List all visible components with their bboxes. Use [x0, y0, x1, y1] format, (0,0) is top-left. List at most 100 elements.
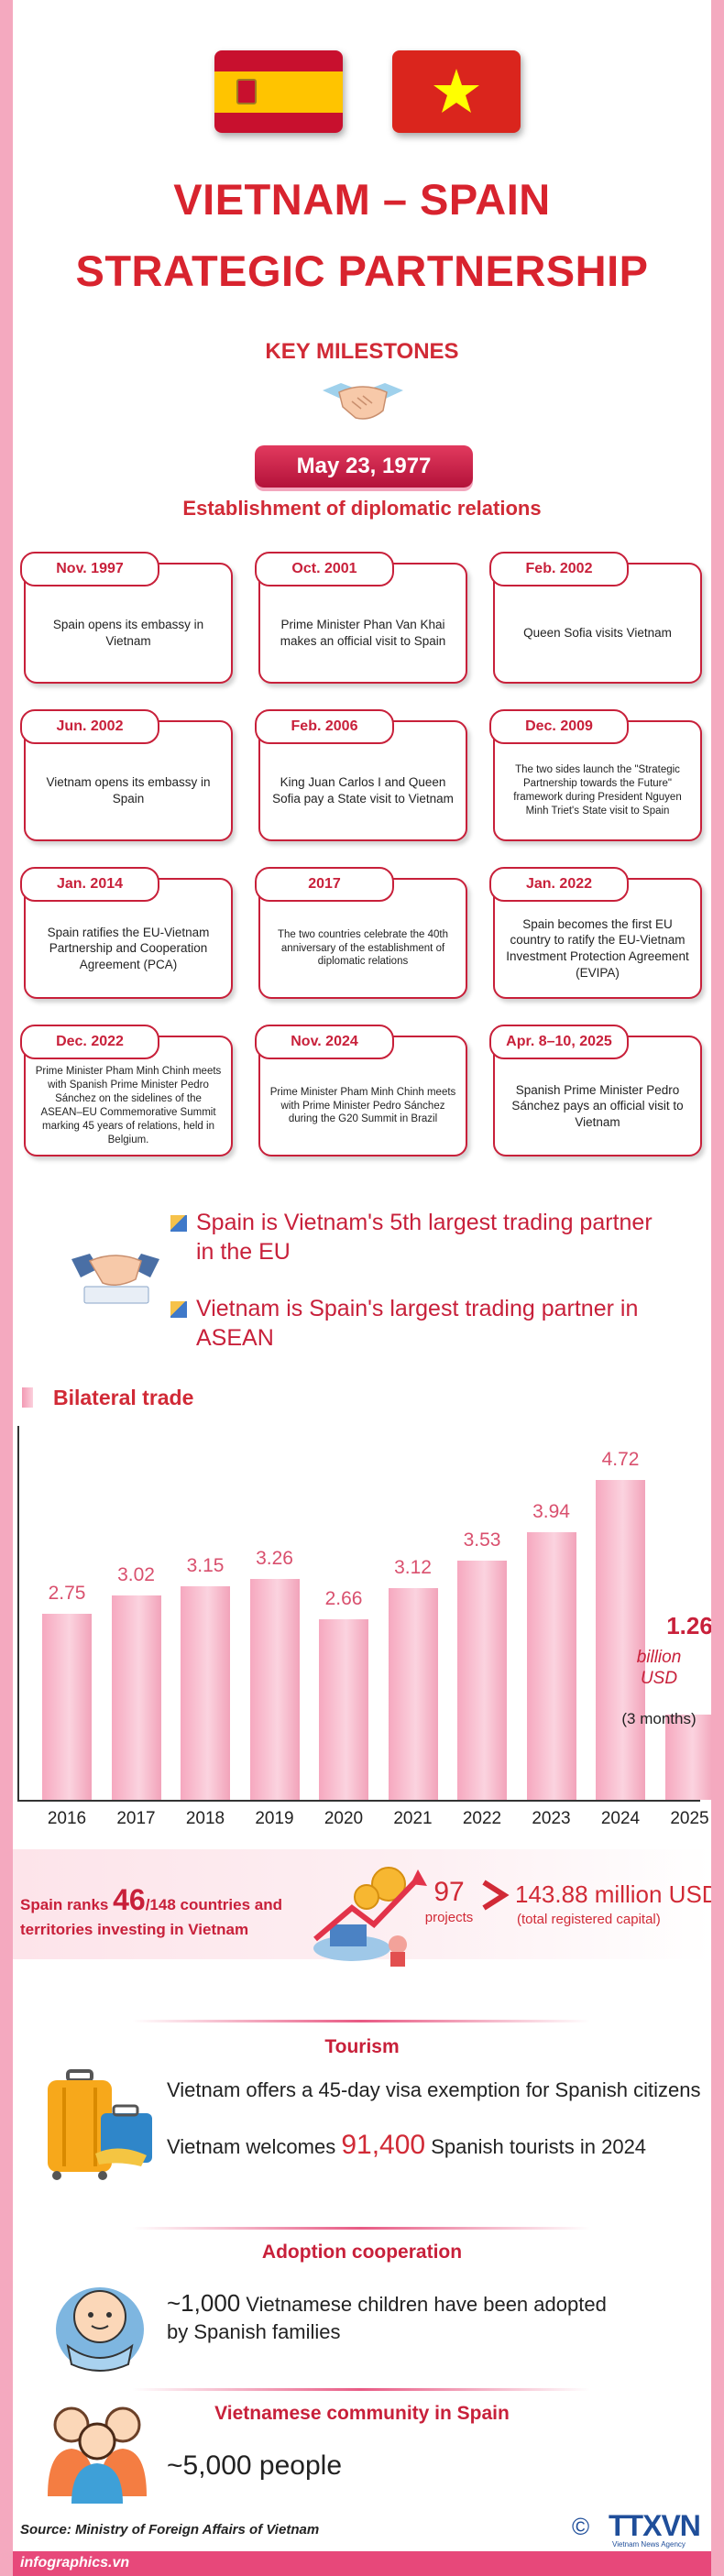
community-value: ~5,000 people: [167, 2450, 343, 2481]
chart-data-label: 2.75: [48, 1582, 86, 1604]
capital-value: 143.88 million USD: [515, 1880, 711, 1909]
community-divider: [132, 2388, 590, 2391]
milestone-card: Dec. 2009 The two sides launch the "Strat…: [489, 709, 702, 841]
chart-bar: [388, 1588, 438, 1800]
milestone-card: Nov. 2024 Prime Minister Pham Minh Chinh …: [255, 1025, 467, 1156]
chart-bar: [526, 1532, 576, 1800]
capital-unit: million USD: [587, 1880, 711, 1908]
tourism-title: Tourism: [324, 2036, 400, 2057]
chart-tick-label: 2021: [393, 1809, 433, 1828]
tourism-divider: [132, 2020, 590, 2022]
ttxvn-logo-sub: Vietnam News Agency: [612, 2540, 686, 2549]
investment-rank: Spain ranks 46/148 countries and territo…: [20, 1880, 332, 1941]
adoption-line1: ~1,000 Vietnamese children have been ado…: [167, 2289, 708, 2318]
milestone-card: Feb. 2002 Queen Sofia visits Vietnam: [489, 552, 702, 684]
spain-flag-icon: [214, 50, 343, 133]
chart-bar: [664, 1714, 711, 1800]
milestone-text: Vietnam opens its embassy in Spain: [46, 775, 211, 806]
chart-data-label: 3.02: [117, 1563, 155, 1585]
chart-bar: [319, 1619, 368, 1800]
trade-handshake-icon: [66, 1241, 165, 1314]
milestone-card: Feb. 2006 King Juan Carlos I and Queen So…: [255, 709, 467, 841]
chart-bar: [42, 1613, 92, 1800]
luggage-icon: [31, 2066, 159, 2183]
baby-icon: [49, 2275, 150, 2375]
capital-note: (total registered capital): [517, 1912, 661, 1927]
milestone-card: Nov. 1997 Spain opens its embassy in Viet…: [20, 552, 233, 684]
trade-bullet-icon: [170, 1215, 187, 1232]
projects-label: projects: [424, 1910, 474, 1925]
chart-bar: [181, 1585, 230, 1800]
key-milestones-heading: KEY MILESTONES: [265, 339, 459, 364]
bilateral-trade-chart: 2.75 2016 3.02 2017 3.15 2018 3.26 2019 2.66 2020…: [13, 1420, 711, 1842]
infographic-page: VIETNAM – SPAIN STRATEGIC PARTNERSHIP KE…: [13, 0, 711, 2576]
milestone-card: Jan. 2014 Spain ratifies the EU-Vietnam P…: [20, 867, 233, 999]
last-value-unit-line2: USD: [640, 1668, 678, 1688]
milestone-card: Apr. 8–10, 2025 Spanish Prime Minister Pe…: [489, 1025, 702, 1156]
chart-data-label: 3.94: [532, 1501, 570, 1523]
milestone-date: Nov. 2024: [255, 1025, 394, 1059]
chart-data-label: 4.72: [601, 1448, 640, 1470]
rank-value: 46: [113, 1883, 146, 1916]
milestone-date: Feb. 2002: [489, 552, 629, 586]
trade-bullet-icon: [170, 1301, 187, 1318]
last-category-note: (3 months): [621, 1710, 697, 1727]
adoption-title: Adoption cooperation: [261, 2242, 463, 2263]
visitors-value: 91,400: [341, 2130, 426, 2160]
milestone-card: Dec. 2022 Prime Minister Pham Minh Chinh …: [20, 1025, 233, 1156]
capital-number: 143.88: [515, 1880, 588, 1908]
adoption-line2: by Spanish families: [167, 2320, 341, 2343]
page-title-line1: VIETNAM – SPAIN: [173, 175, 551, 224]
milestone-text: Spain ratifies the EU-Vietnam Partnershi…: [47, 925, 210, 971]
chart-bar: [596, 1479, 645, 1800]
milestone-date: Jan. 2022: [489, 867, 629, 902]
chart-title-marker-icon: [22, 1387, 33, 1408]
chart-data-label: 3.26: [256, 1547, 293, 1569]
milestone-date: 2017: [255, 867, 394, 902]
projects-count: 97: [433, 1877, 465, 1907]
footer-bar: infographics.vn: [13, 2551, 711, 2576]
last-value-unit: billion USD: [618, 1648, 700, 1690]
handshake-icon: [319, 374, 407, 427]
rank-line2: territories investing in Vietnam: [20, 1921, 249, 1939]
milestone-card: Oct. 2001 Prime Minister Phan Van Khai ma…: [255, 552, 467, 684]
investment-money-icon: [297, 1860, 434, 1968]
milestone-text: Prime Minister Pham Minh Chinh meets wit…: [269, 1086, 456, 1125]
milestone-text: Spain becomes the first EU country to ra…: [506, 916, 689, 980]
adoption-divider: [132, 2227, 590, 2230]
people-icon: [40, 2386, 154, 2505]
chart-bar: [457, 1560, 507, 1800]
milestone-date: Dec. 2022: [20, 1025, 159, 1059]
milestone-text: Spanish Prime Minister Pedro Sánchez pay…: [511, 1082, 684, 1129]
chart-tick-label: 2017: [116, 1809, 156, 1828]
source-text: Source: Ministry of Foreign Affairs of V…: [20, 2522, 320, 2538]
milestone-card: Jan. 2022 Spain becomes the first EU coun…: [489, 867, 702, 999]
first-milestone-event: Establishment of diplomatic relations: [182, 497, 542, 520]
chart-tick-label: 2018: [185, 1809, 225, 1828]
chart-bar: [249, 1578, 300, 1800]
chart-tick-label: 2019: [255, 1809, 294, 1828]
chart-bar: [111, 1595, 161, 1800]
milestone-date: Nov. 1997: [20, 552, 159, 586]
chart-tick-label: 2020: [324, 1809, 364, 1828]
chart-tick-label: 2025: [670, 1809, 709, 1828]
adoption-value: ~1,000: [167, 2289, 241, 2317]
tourism-visa: Vietnam offers a 45-day visa exemption f…: [167, 2078, 701, 2101]
milestone-card: Jun. 2002 Vietnam opens its embassy in Sp…: [20, 709, 233, 841]
milestone-text: Prime Minister Phan Van Khai makes an of…: [280, 618, 446, 648]
arrow-right-icon: [478, 1877, 513, 1913]
page-title-line2: STRATEGIC PARTNERSHIP: [75, 247, 649, 295]
chart-title: Bilateral trade: [53, 1386, 194, 1409]
chart-tick-label: 2022: [462, 1809, 502, 1828]
milestone-text: King Juan Carlos I and Queen Sofia pay a…: [272, 775, 454, 806]
ttxvn-logo: TTXVN: [609, 2509, 701, 2542]
milestone-date: Jun. 2002: [20, 709, 159, 744]
trade-partner-eu: Spain is Vietnam's 5th largest trading p…: [196, 1210, 653, 1265]
milestone-text: Queen Sofia visits Vietnam: [523, 626, 672, 641]
vietnam-flag-icon: [392, 50, 521, 133]
chart-y-axis: [17, 1426, 19, 1802]
site-link[interactable]: infographics.vn: [20, 2555, 130, 2571]
first-milestone-date: May 23, 1977: [255, 445, 473, 488]
milestone-date: Dec. 2009: [489, 709, 629, 744]
chart-data-label: 2.66: [324, 1588, 363, 1610]
